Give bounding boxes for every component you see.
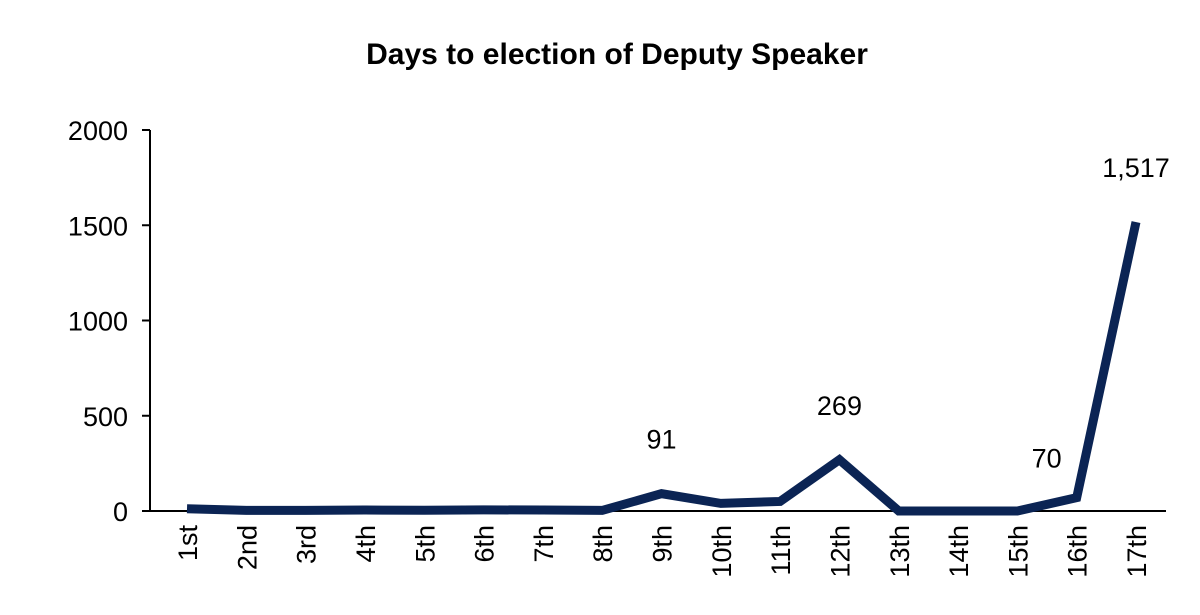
x-tick-label: 5th [410,525,440,563]
x-tick-label: 2nd [232,525,262,570]
x-tick-label: 9th [648,525,678,563]
x-tick-label: 3rd [292,525,322,564]
y-tick-label: 1500 [68,211,128,241]
x-tick-label: 12th [825,525,855,578]
y-tick-label: 500 [83,402,128,432]
x-tick-label: 8th [588,525,618,563]
chart-title: Days to election of Deputy Speaker [366,38,868,71]
x-tick-label: 11th [766,525,796,576]
y-tick-label: 1000 [68,307,128,337]
data-label: 70 [1032,444,1062,474]
x-tick-label: 6th [470,525,500,563]
series-line [186,221,1141,516]
x-tick-label: 15th [1003,525,1033,578]
x-tick-label: 10th [707,525,737,578]
x-tick-label: 14th [944,525,974,578]
x-tick-label: 4th [351,525,381,563]
y-tick-label: 0 [113,497,128,527]
data-label: 269 [817,391,862,421]
data-label: 91 [646,425,676,455]
data-label: 1,517 [1102,153,1170,183]
x-tick-label: 17th [1122,525,1152,578]
x-tick-label: 13th [885,525,915,578]
x-tick-label: 1st [173,525,203,562]
y-tick-label: 2000 [68,116,128,146]
x-tick-label: 7th [529,525,559,563]
x-tick-label: 16th [1063,525,1093,578]
